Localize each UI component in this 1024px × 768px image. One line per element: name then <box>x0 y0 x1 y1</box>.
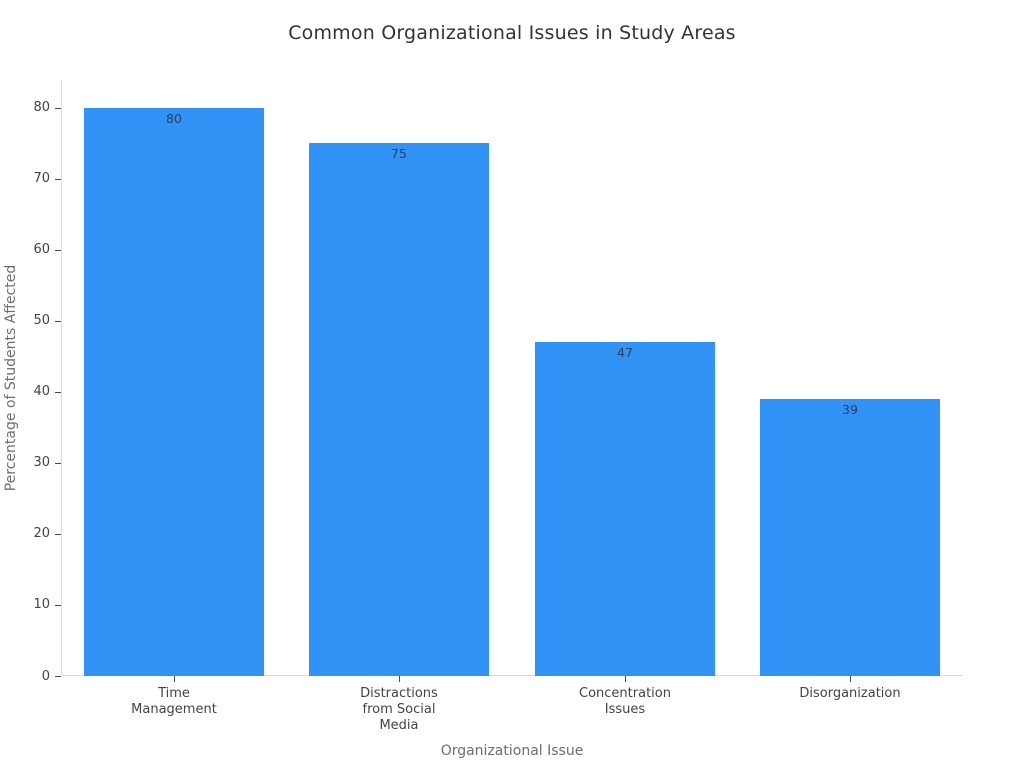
y-tick-label: 80 <box>33 100 50 115</box>
y-tick-mark <box>55 179 61 180</box>
x-category-label: Time Management <box>64 686 284 718</box>
y-tick-mark <box>55 534 61 535</box>
x-category-label: Distractions from Social Media <box>289 686 509 734</box>
x-category-label-line: from Social <box>362 702 436 717</box>
bar: 39 <box>760 399 940 676</box>
bar-value-label: 47 <box>617 345 633 360</box>
y-tick-mark <box>55 605 61 606</box>
y-tick-label: 0 <box>41 669 50 684</box>
x-tick-mark <box>174 676 175 682</box>
y-tick-label: 10 <box>33 597 50 612</box>
bar-value-label: 75 <box>391 146 407 161</box>
y-tick-label: 70 <box>33 171 50 186</box>
x-category-label: Concentration Issues <box>515 686 735 718</box>
y-tick-label: 60 <box>33 242 50 257</box>
x-category-label: Disorganization <box>740 686 960 702</box>
bar-value-label: 80 <box>166 111 182 126</box>
bar: 75 <box>309 143 489 676</box>
y-tick-label: 50 <box>33 313 50 328</box>
bar: 47 <box>535 342 715 676</box>
y-tick-label: 30 <box>33 455 50 470</box>
x-tick-mark <box>399 676 400 682</box>
x-category-label-line: Concentration <box>579 686 671 701</box>
y-tick-mark <box>55 463 61 464</box>
y-tick-mark <box>55 676 61 677</box>
x-category-label-line: Issues <box>604 702 646 717</box>
y-tick-mark <box>55 108 61 109</box>
plot-area <box>61 81 963 676</box>
y-tick-mark <box>55 250 61 251</box>
x-category-label-line: Media <box>379 718 419 733</box>
x-tick-mark <box>850 676 851 682</box>
x-category-label-line: Disorganization <box>799 686 901 701</box>
x-category-label-line: Time <box>158 686 190 701</box>
x-category-label-line: Management <box>131 702 217 717</box>
x-axis-title: Organizational Issue <box>440 743 584 759</box>
chart-title: Common Organizational Issues in Study Ar… <box>288 22 736 44</box>
y-tick-mark <box>55 392 61 393</box>
y-tick-label: 20 <box>33 526 50 541</box>
bar-value-label: 39 <box>842 402 858 417</box>
x-category-label-line: Distractions <box>360 686 438 701</box>
y-tick-label: 40 <box>33 384 50 399</box>
y-tick-mark <box>55 321 61 322</box>
bar: 80 <box>84 108 264 676</box>
x-tick-mark <box>625 676 626 682</box>
